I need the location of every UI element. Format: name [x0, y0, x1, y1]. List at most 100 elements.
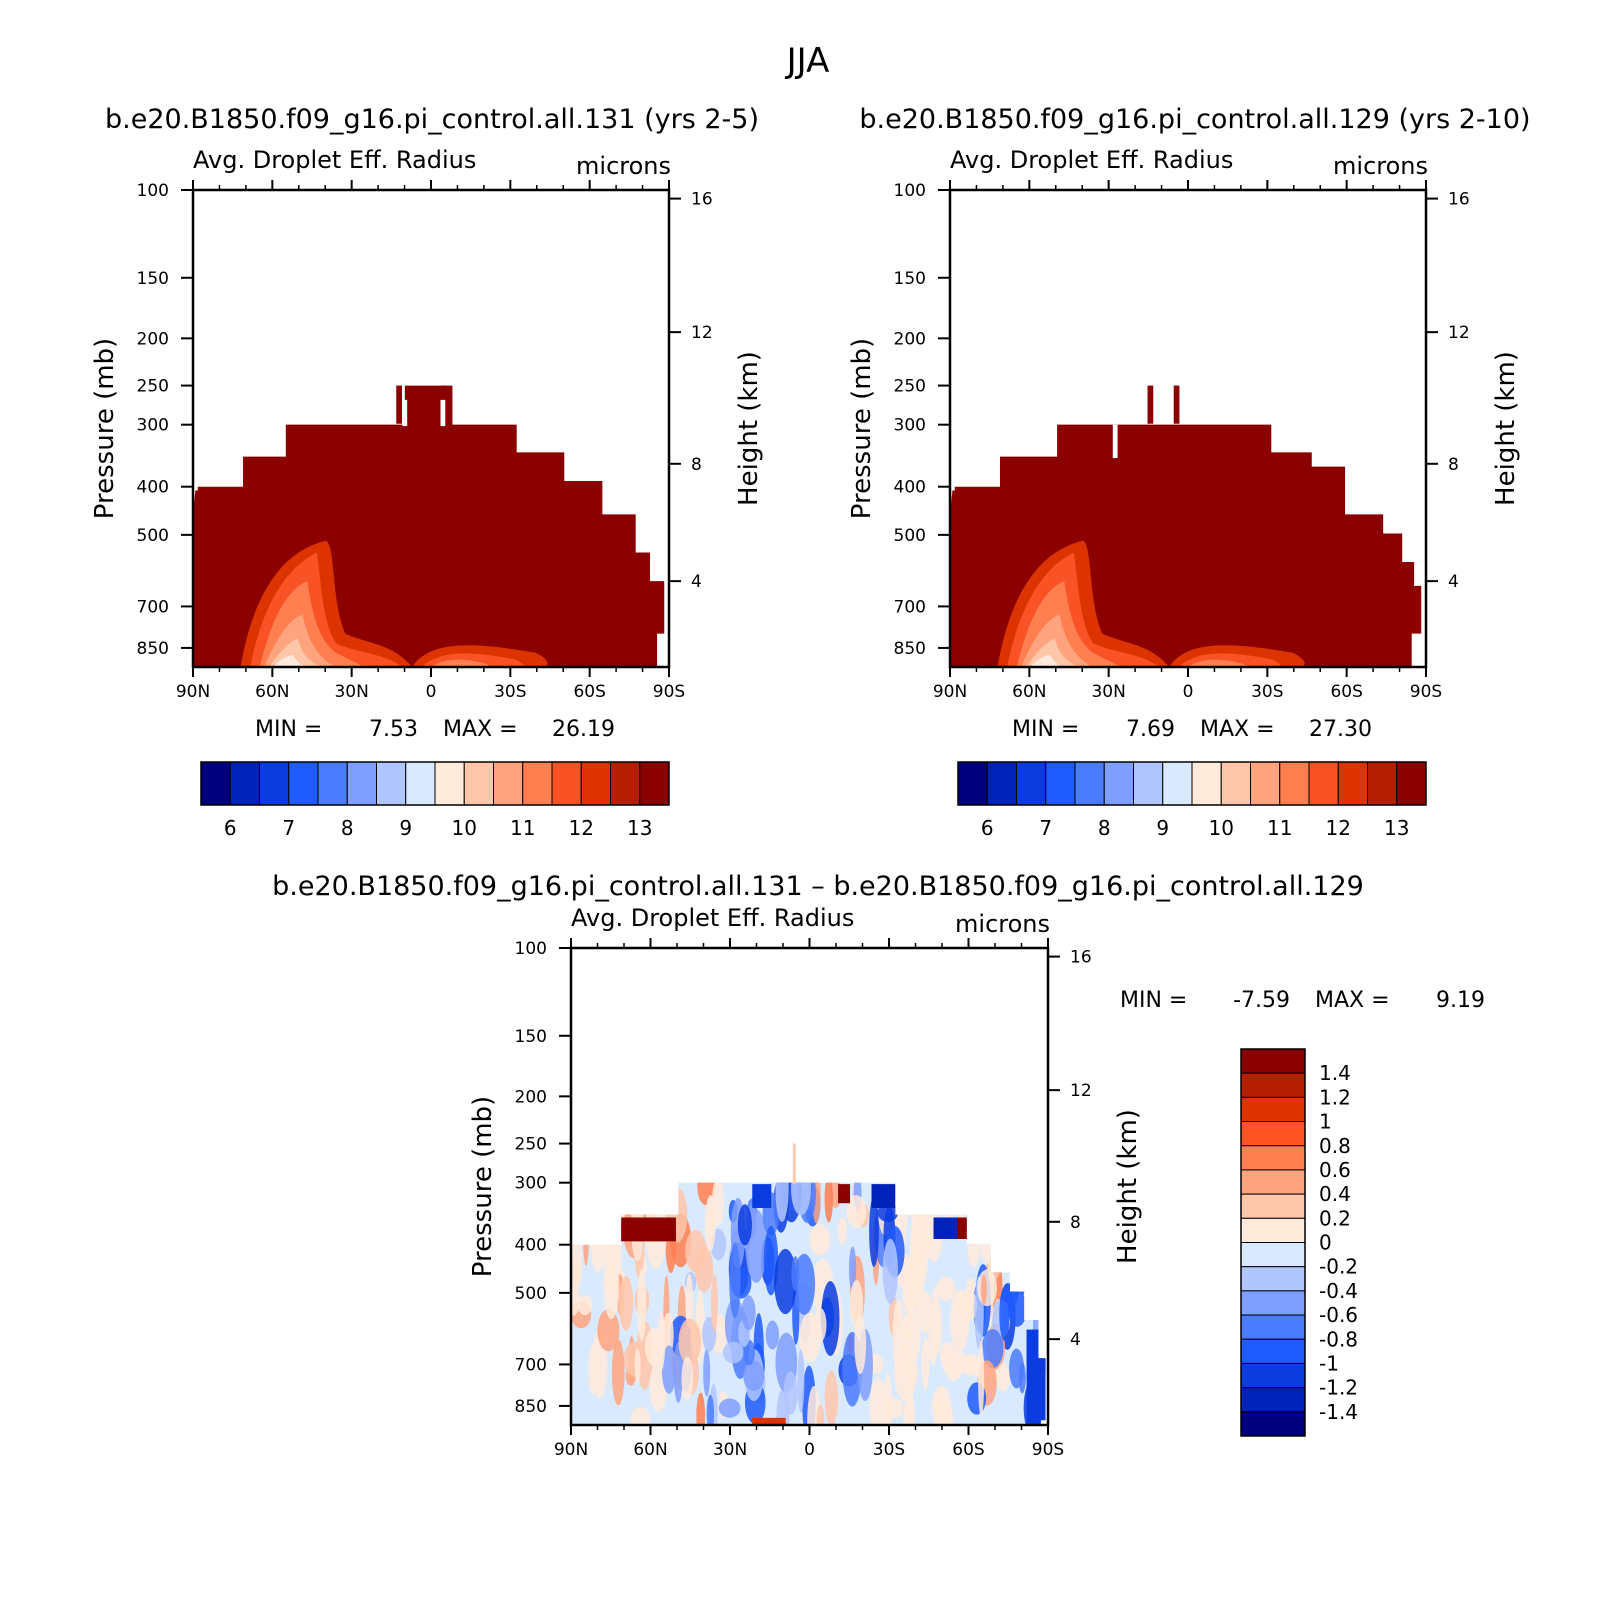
colorbar-label: 13 [1384, 816, 1409, 840]
diff-blob [571, 1285, 581, 1316]
colorbar-swatch [551, 761, 582, 806]
x-tick-label: 90N [933, 682, 967, 702]
colorbar-label: 1.2 [1319, 1085, 1351, 1109]
colorbar-swatch [1240, 1242, 1306, 1268]
diff-blob [661, 1345, 677, 1394]
y2-tick-label: 8 [691, 455, 702, 475]
colorbar-swatch [1240, 1362, 1306, 1389]
max-value: 9.19 [1436, 988, 1485, 1013]
colorbar-swatch [580, 761, 611, 806]
colorbar-label: 11 [510, 816, 535, 840]
colorbar-label: -0.2 [1319, 1255, 1358, 1279]
y2-axis-label: Height (km) [1113, 1109, 1143, 1264]
x-tick-label: 60N [633, 1440, 667, 1460]
y-tick-label: 500 [137, 526, 169, 546]
diff-patch-positive [752, 1417, 786, 1425]
diff-patch-negative [752, 1184, 772, 1208]
y-tick-label: 400 [894, 478, 926, 498]
colorbar-swatch [1133, 761, 1164, 806]
colorbar-frame [957, 761, 1427, 806]
diff-blob [627, 1182, 634, 1214]
colorbar-swatch [1016, 761, 1047, 806]
min-label: MIN = [1120, 988, 1187, 1013]
colorbar-label: 0.8 [1319, 1134, 1351, 1158]
colorbar-label: 9 [399, 816, 412, 840]
colorbar-swatch [493, 761, 524, 806]
diff-blob [977, 1188, 999, 1265]
radius-spike [1147, 385, 1154, 424]
y-tick-label: 150 [137, 269, 169, 289]
y2-tick-label: 12 [691, 323, 713, 343]
diff-blob [807, 1386, 821, 1425]
diff-blob [1007, 1290, 1027, 1327]
y-tick-label: 250 [137, 377, 169, 397]
y-tick-label: 700 [515, 1355, 547, 1375]
diff-blob [711, 1274, 718, 1332]
diff-blob [894, 1345, 917, 1402]
y2-axis-label: Height (km) [1491, 351, 1521, 506]
diff-blob [967, 1239, 980, 1267]
diff-field [571, 1182, 1046, 1425]
diff-blob [722, 1341, 744, 1364]
colorbar-label: 7 [1039, 816, 1052, 840]
diff-blob [980, 1274, 987, 1305]
diff-blob [1019, 1241, 1034, 1287]
max-label: MAX = [1200, 717, 1275, 742]
colorbar-swatch [1367, 761, 1398, 806]
run-title: b.e20.B1850.f09_g16.pi_control.all.129 (… [859, 104, 1530, 135]
y-tick-label: 300 [137, 416, 169, 436]
colorbar-label: 10 [452, 816, 477, 840]
colorbar-label: -0.4 [1319, 1279, 1358, 1303]
diff-blob [1015, 1229, 1033, 1289]
diff-blob [783, 1371, 798, 1415]
colorbar-swatch [229, 761, 260, 806]
y-tick-label: 400 [515, 1236, 547, 1256]
colorbar-swatch [317, 761, 348, 806]
diff-blob [654, 1186, 663, 1212]
diff-blob [1015, 1235, 1032, 1295]
diff-blob [685, 1273, 694, 1330]
y-tick-label: 250 [894, 377, 926, 397]
max-value: 26.19 [552, 717, 615, 742]
colorbar-swatch [1240, 1121, 1306, 1147]
diff-blob [912, 1269, 924, 1300]
diff-blob [824, 1182, 833, 1223]
colorbar-swatch [1240, 1266, 1306, 1292]
diff-blob [1036, 1254, 1046, 1323]
case-panel: 90N 60N 30N 0 30S 60S 90S 100 150 200 250 300 400 500… [90, 104, 764, 840]
diff-blob [706, 1394, 715, 1425]
diff-blob [1024, 1182, 1040, 1206]
diff-blob [996, 1363, 1011, 1392]
colorbar-swatch [1240, 1411, 1306, 1437]
colorbar-swatch [1074, 761, 1105, 806]
diff-blob [791, 1256, 800, 1292]
y2-tick-label: 4 [1448, 572, 1459, 592]
colorbar-swatch [1240, 1338, 1306, 1364]
diff-blob [597, 1309, 620, 1352]
diff-blob [645, 1182, 654, 1208]
radius-shallow-layer [1188, 659, 1246, 667]
diff-blob [908, 1257, 915, 1325]
x-tick-label: 30N [1091, 682, 1125, 702]
diff-blob [981, 1329, 1004, 1369]
radius-spike [396, 385, 402, 424]
colorbar-label: 12 [1326, 816, 1351, 840]
diff-blob [597, 1229, 613, 1250]
colorbar-swatch [1240, 1290, 1306, 1316]
x-tick-label: 0 [426, 682, 437, 702]
colorbar-swatch [346, 761, 377, 806]
diff-blob [618, 1276, 634, 1331]
y-tick-label: 500 [515, 1284, 547, 1304]
colorbar-label: 0.4 [1319, 1182, 1351, 1206]
y-tick-label: 200 [137, 329, 169, 349]
colorbar-label: 8 [341, 816, 354, 840]
diff-blob [797, 1349, 805, 1413]
colorbar-swatch [1191, 761, 1222, 806]
radius-gap [402, 399, 408, 427]
radius-gap [440, 399, 446, 427]
y2-tick-label: 16 [1070, 948, 1092, 968]
colorbar-frame [200, 761, 670, 806]
y-tick-label: 100 [515, 939, 547, 959]
colorbar-label: 10 [1209, 816, 1234, 840]
